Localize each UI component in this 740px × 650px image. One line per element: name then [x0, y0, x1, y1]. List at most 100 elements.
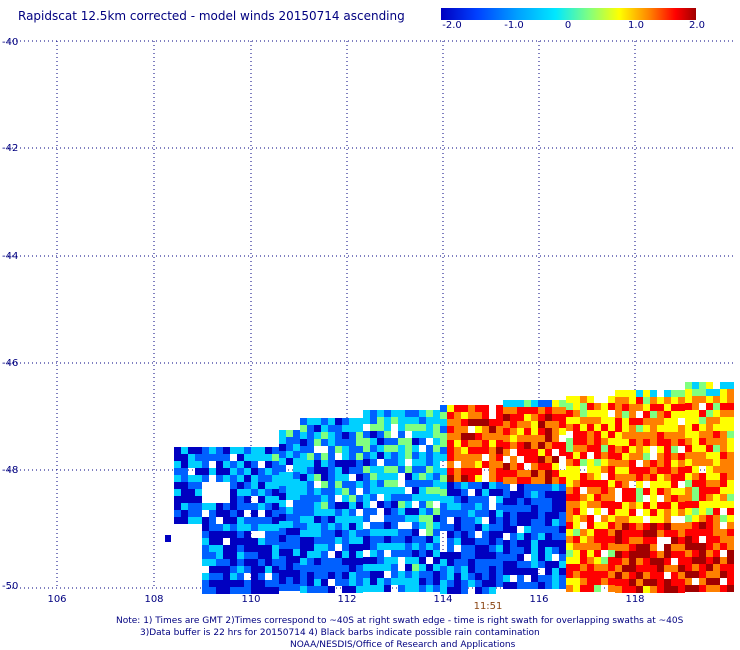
wind-cell — [202, 559, 209, 566]
wind-cell — [524, 428, 531, 435]
wind-cell — [573, 515, 580, 522]
wind-cell — [258, 447, 265, 454]
wind-cell — [440, 419, 447, 426]
wind-cell — [629, 502, 636, 509]
wind-cell — [531, 505, 538, 512]
wind-cell — [629, 551, 636, 558]
wind-cell — [230, 566, 237, 573]
wind-cell — [209, 552, 216, 559]
wind-cell — [412, 431, 419, 438]
wind-cell — [440, 559, 447, 566]
wind-cell — [643, 446, 650, 453]
wind-cell — [237, 454, 244, 461]
wind-cell — [433, 522, 440, 529]
wind-cell — [650, 432, 657, 439]
wind-cell — [475, 552, 482, 559]
wind-cell — [538, 540, 545, 547]
wind-cell — [629, 439, 636, 446]
wind-cell — [643, 579, 650, 586]
wind-cell — [510, 582, 517, 589]
wind-cell — [237, 566, 244, 573]
wind-cell — [447, 433, 454, 440]
wind-cell — [272, 461, 279, 468]
wind-cell — [370, 424, 377, 431]
wind-cell — [447, 566, 454, 573]
wind-cell — [181, 447, 188, 454]
wind-cell — [363, 508, 370, 515]
wind-cell — [615, 460, 622, 467]
wind-cell — [307, 453, 314, 460]
wind-cell — [538, 463, 545, 470]
wind-cell — [475, 517, 482, 524]
wind-cell — [223, 566, 230, 573]
wind-cell — [321, 432, 328, 439]
wind-cell — [468, 545, 475, 552]
wind-cell — [454, 405, 461, 412]
wind-cell — [580, 550, 587, 557]
wind-cell — [251, 545, 258, 552]
wind-cell — [720, 459, 727, 466]
wind-cell — [713, 403, 720, 410]
wind-cell — [587, 494, 594, 501]
wind-cell — [202, 531, 209, 538]
wind-cell — [230, 538, 237, 545]
wind-cell — [489, 475, 496, 482]
wind-cell — [559, 547, 566, 554]
wind-cell — [398, 431, 405, 438]
wind-cell — [664, 453, 671, 460]
wind-cell — [279, 521, 286, 528]
wind-cell — [608, 459, 615, 466]
wind-cell — [727, 459, 734, 466]
wind-cell — [363, 515, 370, 522]
wind-cell — [615, 390, 622, 397]
wind-cell — [461, 566, 468, 573]
wind-cell — [370, 431, 377, 438]
wind-cell — [174, 475, 181, 482]
wind-cell — [293, 542, 300, 549]
wind-cell — [468, 573, 475, 580]
wind-cell — [629, 474, 636, 481]
wind-cell — [531, 491, 538, 498]
wind-cell — [223, 447, 230, 454]
wind-cell — [699, 389, 706, 396]
wind-cell — [552, 456, 559, 463]
wind-cell — [300, 537, 307, 544]
wind-cell — [307, 586, 314, 593]
wind-cell — [678, 579, 685, 586]
wind-cell — [363, 557, 370, 564]
lon-label: 110 — [241, 594, 261, 605]
wind-cell — [412, 466, 419, 473]
wind-cell — [349, 544, 356, 551]
wind-cell — [489, 552, 496, 559]
wind-cell — [216, 566, 223, 573]
wind-cell — [405, 445, 412, 452]
wind-cell — [265, 587, 272, 594]
wind-cell — [461, 503, 468, 510]
wind-cell — [391, 459, 398, 466]
wind-cell — [216, 503, 223, 510]
wind-cell — [272, 503, 279, 510]
wind-cell — [657, 453, 664, 460]
wind-cell — [433, 557, 440, 564]
wind-cell — [601, 564, 608, 571]
wind-cell — [342, 579, 349, 586]
wind-cell — [454, 447, 461, 454]
wind-cell — [321, 425, 328, 432]
wind-cell — [356, 495, 363, 502]
wind-cell — [622, 481, 629, 488]
wind-cell — [664, 509, 671, 516]
wind-cell — [657, 404, 664, 411]
wind-cell — [566, 515, 573, 522]
wind-cell — [538, 456, 545, 463]
wind-cell — [559, 491, 566, 498]
wind-cell — [419, 410, 426, 417]
wind-cell — [531, 568, 538, 575]
wind-cell — [496, 552, 503, 559]
wind-cell — [517, 470, 524, 477]
wind-cell — [538, 477, 545, 484]
wind-cell — [692, 473, 699, 480]
wind-cell — [342, 432, 349, 439]
wind-cell — [608, 529, 615, 536]
wind-cell — [279, 472, 286, 479]
wind-cell — [713, 410, 720, 417]
